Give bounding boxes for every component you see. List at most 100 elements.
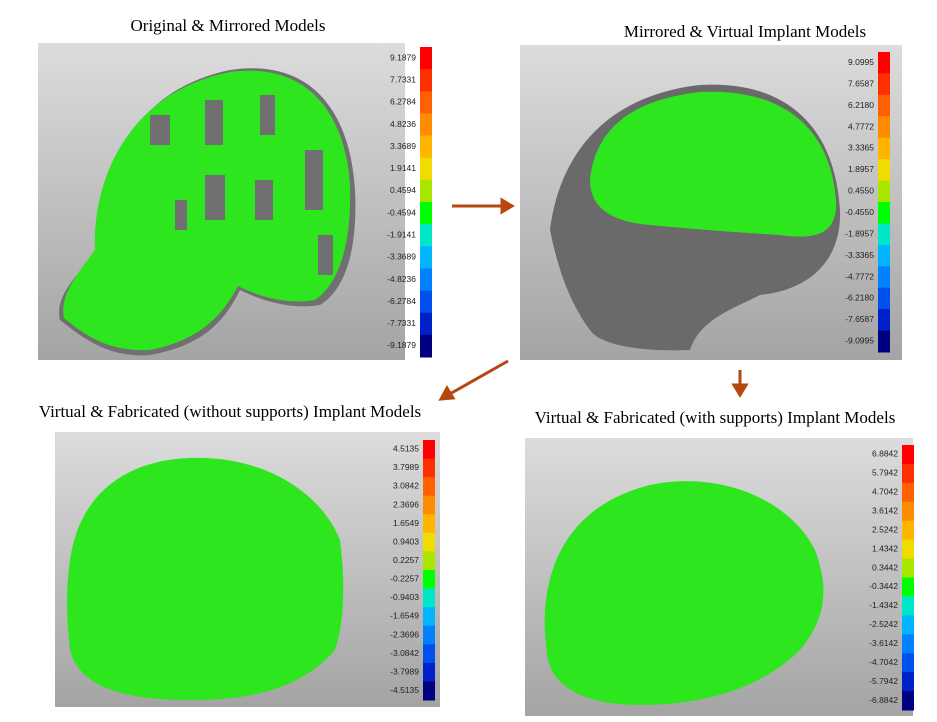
scale-label: 3.3365 [848,143,874,153]
scale-swatch [420,47,432,70]
scale-label: -5.7942 [869,676,898,686]
scale-label: 5.7942 [872,468,898,478]
scale-swatch [420,91,432,114]
scale-swatch [902,463,914,484]
scale-swatch [878,52,890,74]
scale-label: 1.6549 [393,518,419,528]
scale-swatch [902,634,914,654]
scale-swatch [902,615,914,635]
scale-label: 3.0842 [393,481,419,491]
scale-label: -6.2180 [845,293,874,303]
scale-swatch [878,223,890,246]
scale-swatch [423,532,435,552]
scale-label: 0.2257 [393,555,419,565]
model-green [544,481,824,705]
scale-swatch [420,135,432,159]
scale-label: -6.2784 [387,296,416,306]
scale-swatch [420,268,432,292]
panel-title: Mirrored & Virtual Implant Models [624,22,866,41]
scale-swatch [878,287,890,310]
scale-label: 1.8957 [848,164,874,174]
scale-label: 0.9403 [393,536,419,546]
scale-label: -1.6549 [390,611,419,621]
scale-label: -0.2257 [390,574,419,584]
scale-swatch [902,672,914,692]
scale-swatch [878,180,890,203]
scale-swatch [878,244,890,267]
scale-swatch [423,551,435,571]
scale-swatch [423,570,435,590]
scale-swatch [420,113,432,137]
scale-swatch [902,653,914,673]
scale-label: 2.3696 [393,499,419,509]
panel-title: Virtual & Fabricated (without supports) … [39,402,421,421]
scale-label: -7.6587 [845,314,874,324]
scale-swatch [420,290,432,314]
scale-label: -3.0842 [390,648,419,658]
scale-label: -4.7772 [845,271,874,281]
scale-swatch [423,588,435,608]
scale-label: -1.4342 [869,600,898,610]
scale-label: 3.3689 [390,141,416,151]
scale-label: -1.8957 [845,228,874,238]
arrows [438,197,749,401]
scale-swatch [423,644,435,664]
scale-label: 1.9141 [390,163,416,173]
scale-swatch [878,159,890,182]
panel-title: Virtual & Fabricated (with supports) Imp… [535,408,896,427]
scale-swatch [423,477,435,497]
scale-label: 6.2180 [848,100,874,110]
scale-label: 0.3442 [872,562,898,572]
panel-title: Original & Mirrored Models [131,16,326,35]
scale-swatch [902,691,914,711]
scale-label: -6.8842 [869,695,898,705]
scale-swatch [902,596,914,616]
scale-label: -4.7042 [869,657,898,667]
scale-label: 7.6587 [848,78,874,88]
scale-swatch [902,520,914,541]
scale-label: -0.4594 [387,207,416,217]
scale-swatch [878,116,890,139]
scale-label: -3.6142 [869,638,898,648]
scale-swatch [902,558,914,578]
scale-label: -9.1879 [387,340,416,350]
scale-swatch [420,312,432,336]
scale-label: 6.2784 [390,97,416,107]
scale-swatch [420,69,432,92]
scale-label: -0.3442 [869,581,898,591]
scale-label: 3.6142 [872,506,898,516]
scale-label: -2.3696 [390,629,419,639]
scale-swatch [902,445,914,465]
scale-swatch [878,94,890,117]
model-green [590,91,837,237]
scale-swatch [902,482,914,503]
scale-swatch [878,202,890,224]
scale-label: 4.7772 [848,121,874,131]
scale-label: -4.8236 [387,274,416,284]
model-green [67,457,344,700]
scale-swatch [420,334,432,358]
scale-swatch [423,681,435,701]
scale-swatch [878,266,890,289]
scale-swatch [878,73,890,96]
scale-label: -9.0995 [845,336,874,346]
scale-swatch [902,501,914,522]
scale-label: 3.7989 [393,462,419,472]
scale-label: 1.4342 [872,543,898,553]
scale-swatch [420,157,432,181]
scale-label: -0.9403 [390,592,419,602]
scale-label: 4.5135 [393,444,419,454]
scale-swatch [423,607,435,627]
scale-swatch [420,224,432,247]
scale-label: -1.9141 [387,229,416,239]
scale-swatch [423,440,435,460]
scale-swatch [423,514,435,534]
scale-label: -3.3365 [845,250,874,260]
scale-swatch [420,246,432,269]
scale-swatch [423,458,435,478]
scale-swatch [902,577,914,597]
scale-label: 4.7042 [872,487,898,497]
scale-swatch [420,202,432,225]
scale-label: 2.5242 [872,524,898,534]
